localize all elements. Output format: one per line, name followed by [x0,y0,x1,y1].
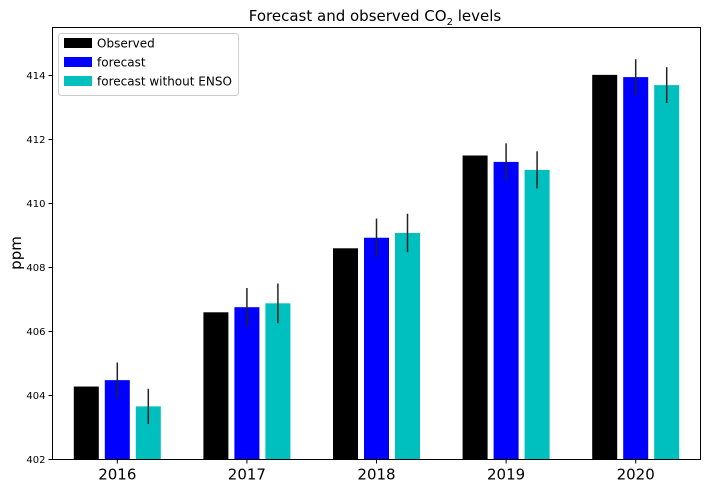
legend: Observed forecast forecast without ENSO [58,33,239,96]
x-axis: 2016 2017 2018 2019 2020 [98,459,655,484]
bar-1 [462,155,488,460]
bar-2 [364,237,389,460]
bar-3 [395,232,420,460]
y-tick-label: 404 [26,391,45,402]
legend-label-3: forecast without ENSO [97,75,232,89]
y-axis: 402 404 406 408 410 412 414 [26,71,53,466]
x-tick-label: 2020 [617,466,655,484]
legend-swatch-3 [64,76,92,86]
y-tick-label: 402 [26,455,45,466]
bar-2 [234,307,260,460]
legend-swatch-2 [64,57,92,67]
x-tick-label: 2018 [357,466,395,484]
bars-group [73,59,680,460]
y-tick-label: 406 [26,327,45,338]
y-tick-label: 412 [26,135,45,146]
y-tick-label: 410 [26,199,45,210]
bar-1 [592,74,618,460]
bar-1 [203,312,229,460]
bar-1 [73,386,99,460]
legend-box [58,33,239,96]
legend-swatch-1 [64,38,92,48]
bar-3 [654,85,680,460]
bar-3 [265,303,291,460]
x-tick-label: 2016 [98,466,136,484]
chart-title: Forecast and observed CO2 levels [249,7,502,28]
bar-3 [524,169,550,460]
y-axis-label: ppm [7,236,25,270]
chart-title-subscript: 2 [447,17,453,28]
x-tick-label: 2017 [228,466,266,484]
y-tick-label: 408 [26,263,45,274]
x-tick-label: 2019 [487,466,525,484]
legend-label-1: Observed [97,37,155,51]
bar-2 [493,161,519,460]
bar-2 [623,77,649,460]
bar-1 [333,248,358,460]
legend-label-2: forecast [97,56,146,70]
y-tick-label: 414 [26,71,45,82]
plot-frame [52,27,701,460]
